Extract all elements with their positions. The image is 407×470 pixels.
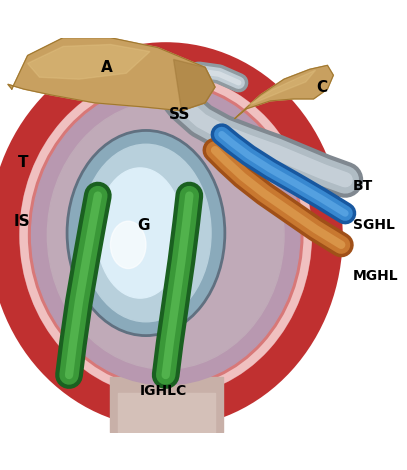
Ellipse shape bbox=[81, 144, 211, 322]
Polygon shape bbox=[173, 59, 215, 111]
Text: C: C bbox=[316, 79, 327, 94]
Polygon shape bbox=[249, 70, 315, 105]
Polygon shape bbox=[235, 65, 333, 118]
Text: SS: SS bbox=[169, 107, 190, 122]
Text: G: G bbox=[138, 218, 150, 233]
Ellipse shape bbox=[96, 168, 184, 298]
Text: IS: IS bbox=[13, 214, 30, 229]
Ellipse shape bbox=[47, 101, 284, 369]
Ellipse shape bbox=[4, 57, 327, 413]
Ellipse shape bbox=[67, 131, 225, 336]
Text: IGHLC: IGHLC bbox=[140, 384, 187, 398]
Text: T: T bbox=[18, 155, 28, 170]
Text: SGHL: SGHL bbox=[353, 218, 395, 232]
Text: MGHL: MGHL bbox=[353, 269, 399, 283]
Polygon shape bbox=[28, 45, 150, 79]
Polygon shape bbox=[8, 38, 215, 111]
Text: A: A bbox=[101, 60, 112, 75]
Text: BT: BT bbox=[353, 179, 373, 193]
Ellipse shape bbox=[32, 85, 300, 385]
Ellipse shape bbox=[110, 221, 146, 268]
